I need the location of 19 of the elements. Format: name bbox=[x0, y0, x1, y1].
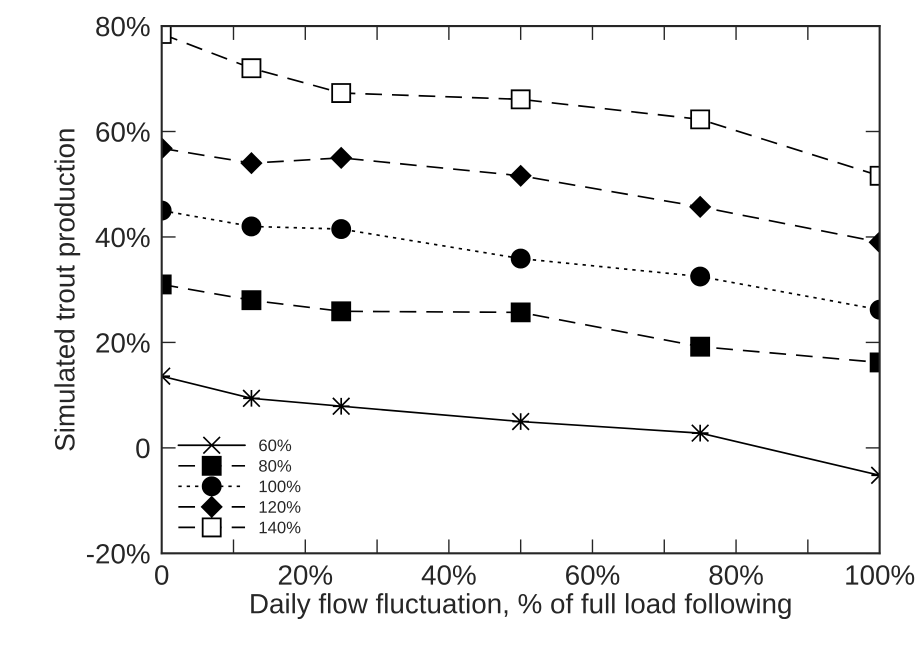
y-axis-title: Simulated trout production bbox=[54, 129, 80, 451]
x-tick-label: 100% bbox=[846, 565, 914, 585]
legend-label: 60% bbox=[259, 439, 292, 452]
y-tick-label: 0 bbox=[136, 438, 150, 458]
y-tick-label: 20% bbox=[96, 333, 150, 353]
y-tick-label: 40% bbox=[96, 228, 150, 248]
y-tick-label: -20% bbox=[86, 544, 150, 564]
x-tick-label: 80% bbox=[709, 565, 763, 585]
legend-label: 120% bbox=[260, 501, 300, 513]
y-tick-label: 80% bbox=[96, 16, 150, 36]
legend-label: 100% bbox=[260, 480, 300, 492]
x-tick-label: 0 bbox=[155, 565, 168, 585]
legend-label: 140% bbox=[260, 522, 300, 534]
x-tick-label: 20% bbox=[278, 565, 332, 585]
y-tick-label: 60% bbox=[96, 122, 150, 142]
x-axis-title: Daily flow fluctuation, % of full load following bbox=[251, 593, 791, 620]
legend-label: 80% bbox=[259, 460, 292, 472]
x-tick-label: 60% bbox=[566, 565, 620, 585]
x-tick-label: 40% bbox=[422, 565, 476, 585]
